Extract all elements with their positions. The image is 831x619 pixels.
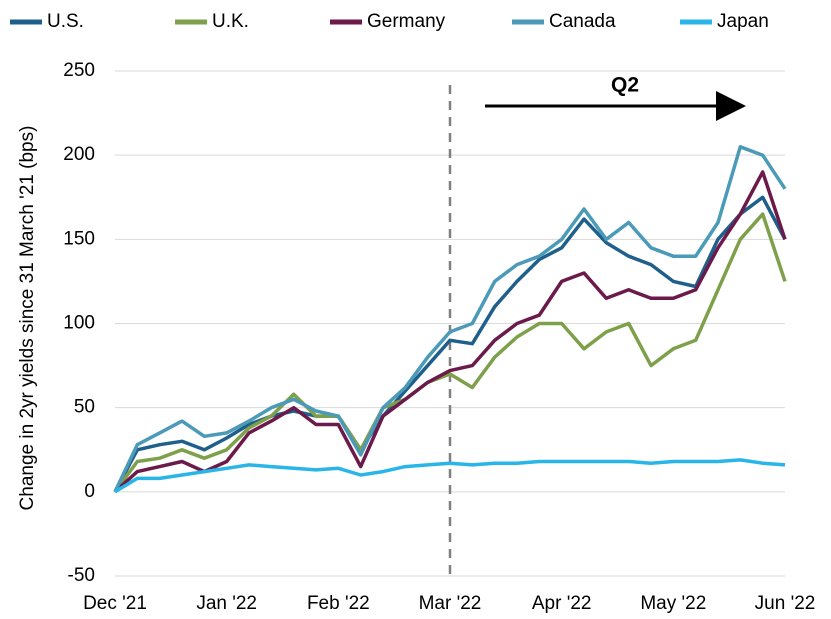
series-line [113,195,787,493]
y-tick-label: 50 [74,397,95,418]
y-tick-label: 200 [63,144,95,165]
x-tick-label: Dec '21 [83,593,147,614]
legend-label: Japan [717,11,769,32]
legend-label: U.S. [47,11,84,32]
series-line [113,212,787,493]
series-line [114,458,786,494]
x-tick-label: Mar '22 [419,593,482,614]
series-line [113,170,787,494]
legend-label: U.K. [212,11,249,32]
x-tick-label: Feb '22 [307,593,370,614]
y-tick-label: -50 [68,565,95,586]
legend-label: Germany [367,11,446,32]
legend-label: Canada [549,11,616,32]
y-axis-label: Change in 2yr yields since 31 March '21 … [17,126,38,511]
y-tick-label: 250 [63,60,95,81]
x-tick-label: Jan '22 [196,593,257,614]
x-tick-label: May '22 [640,593,706,614]
x-tick-label: Jun '22 [755,593,816,614]
y-tick-label: 150 [63,228,95,249]
y-tick-label: 100 [63,313,95,334]
x-tick-label: Apr '22 [532,593,592,614]
y-tick-label: 0 [84,481,95,502]
series-line [113,145,787,493]
annotation: Q2 [611,74,639,97]
